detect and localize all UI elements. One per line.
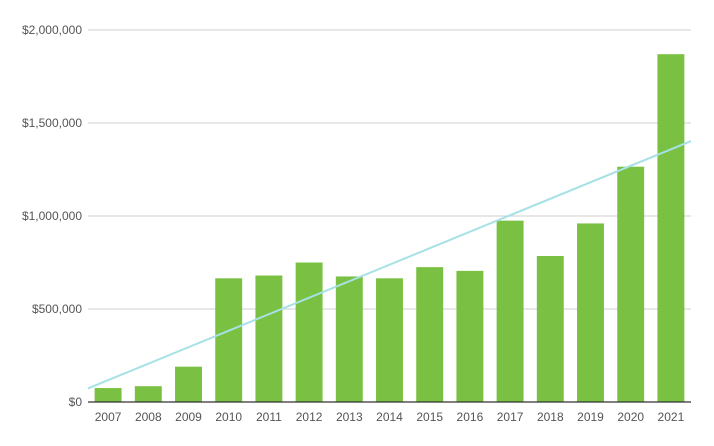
bar-2013 [335, 276, 363, 402]
bar-2020 [617, 166, 645, 402]
x-tick-label: 2016 [457, 410, 484, 424]
x-tick-label: 2013 [336, 410, 363, 424]
trendline-layer [87, 140, 692, 390]
bar-2019 [577, 223, 604, 402]
x-tick-label: 2020 [617, 410, 644, 424]
x-tick-label: 2021 [658, 410, 685, 424]
x-tick-label: 2010 [215, 410, 242, 424]
y-tick-label: $0 [69, 395, 83, 409]
x-tick-label: 2009 [175, 410, 202, 424]
bar-2012 [295, 262, 323, 402]
x-tick-label: 2011 [256, 410, 282, 424]
y-tick-label: $1,000,000 [22, 209, 82, 223]
y-tick-label: $500,000 [32, 302, 82, 316]
x-tick-label: 2017 [497, 410, 524, 424]
y-axis-tick-labels: $0 $500,000 $1,000,000 $1,500,000 $2,000,000 [22, 23, 82, 409]
bar-2016 [456, 270, 484, 402]
bar-2021 [657, 54, 685, 403]
y-tick-label: $1,500,000 [22, 116, 82, 130]
x-tick-label: 2007 [95, 410, 122, 424]
bar-2009 [175, 366, 202, 402]
trendline [87, 140, 692, 390]
bar-2018 [536, 255, 564, 402]
x-tick-label: 2018 [537, 410, 564, 424]
bar-2017 [496, 220, 524, 402]
bar-2014 [376, 278, 403, 402]
x-tick-label: 2012 [296, 410, 323, 424]
bars [94, 54, 685, 403]
x-axis-tick-labels: 2007 2008 2009 2010 2011 2012 2013 2014 2015 2016… [95, 410, 685, 424]
x-tick-label: 2015 [416, 410, 443, 424]
bar-2008 [134, 386, 162, 402]
x-tick-label: 2008 [135, 410, 162, 424]
x-tick-label: 2014 [376, 410, 403, 424]
bar-2010 [215, 278, 243, 402]
bar-2011 [255, 275, 283, 402]
bar-2015 [416, 267, 444, 402]
x-tick-label: 2019 [577, 410, 604, 424]
bar-2007 [94, 388, 122, 402]
y-tick-label: $2,000,000 [22, 23, 82, 37]
